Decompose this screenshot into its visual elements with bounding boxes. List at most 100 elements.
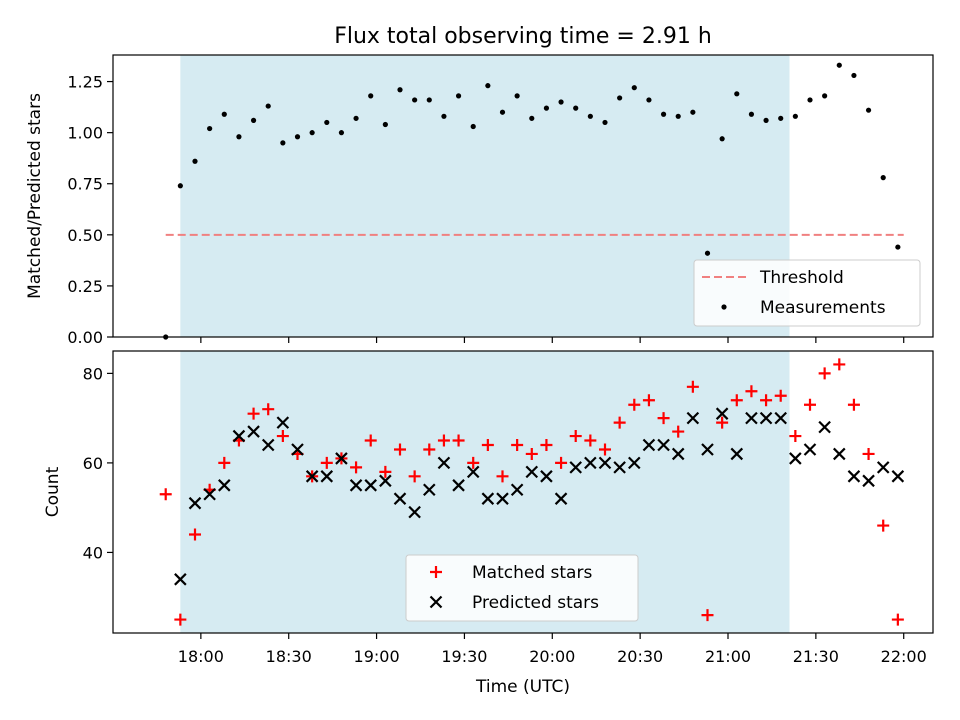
predicted-star-point — [276, 416, 290, 429]
predicted-star-point — [261, 438, 275, 452]
predicted-star-point — [247, 425, 260, 438]
measurement-point — [177, 183, 183, 189]
measurement-point — [338, 130, 345, 136]
measurement-point — [865, 107, 872, 113]
predicted-star-point — [188, 496, 202, 510]
legend-predicted-handle — [429, 595, 443, 609]
legend-measurement-handle — [721, 304, 727, 310]
matched-star-point — [394, 443, 406, 456]
x-tick-label: 19:00 — [354, 647, 400, 666]
panel-counts: 40 60 80 18:00 18:30 19:00 19:30 20:00 20:30 21:0… — [83, 350, 934, 666]
predicted-star-point — [232, 429, 246, 443]
chart-title: Flux total observing time = 2.91 h — [334, 24, 712, 49]
series-measurements — [163, 62, 901, 340]
y-tick-label: 0.25 — [67, 277, 103, 296]
measurement-point — [265, 103, 271, 109]
matched-star-point — [613, 416, 626, 429]
measurement-point — [514, 93, 520, 99]
measurement-point — [499, 109, 506, 115]
matched-star-point — [686, 380, 699, 393]
measurement-point — [558, 99, 564, 105]
predicted-star-point — [686, 411, 700, 425]
matched-star-point — [804, 398, 816, 411]
measurement-point — [294, 134, 301, 140]
y-tick-label: 0.50 — [67, 226, 103, 245]
x-tick-label: 21:00 — [705, 647, 751, 666]
y-tick-label: 0.75 — [67, 175, 103, 194]
predicted-star-point — [715, 407, 729, 420]
matched-star-point — [569, 430, 582, 443]
predicted-star-point — [671, 447, 685, 461]
matched-star-point — [745, 385, 758, 398]
measurement-point — [822, 93, 828, 99]
x-tick-label: 20:00 — [529, 647, 575, 666]
matched-star-point — [847, 398, 860, 411]
measurement-point — [836, 62, 842, 68]
measurement-point — [280, 140, 286, 146]
predicted-star-point — [613, 461, 626, 474]
predicted-star-point — [774, 411, 787, 425]
measurement-point — [353, 115, 359, 121]
x-tick-label: 21:30 — [793, 647, 839, 666]
measurement-point — [763, 117, 769, 123]
measurement-point — [792, 113, 798, 119]
matched-star-point — [276, 430, 289, 443]
measurement-point — [880, 175, 886, 181]
predicted-star-point — [745, 411, 758, 425]
measurement-point — [324, 119, 330, 126]
matched-star-point — [467, 456, 480, 469]
measurement-point — [573, 105, 579, 111]
measurement-point — [631, 85, 637, 91]
measurement-point — [368, 93, 374, 99]
predicted-star-point — [657, 438, 670, 452]
matched-star-point — [862, 447, 875, 460]
y-tick-label: 1.25 — [67, 73, 103, 92]
measurement-point — [719, 136, 725, 142]
measurement-point — [192, 158, 198, 164]
x-axis-label: Time (UTC) — [475, 677, 570, 697]
predicted-star-point — [218, 479, 231, 492]
predicted-star-point — [203, 487, 216, 501]
predicted-star-point — [876, 461, 890, 474]
predicted-star-point — [730, 447, 744, 461]
y-tick-label: 1.00 — [67, 124, 103, 143]
y-tick-label: 0.00 — [67, 328, 103, 347]
measurement-point — [543, 105, 550, 111]
measurement-point — [734, 91, 740, 97]
matched-star-point — [452, 434, 465, 447]
measurement-point — [660, 111, 667, 117]
matched-star-point — [628, 398, 641, 411]
measurement-point — [778, 115, 784, 121]
predicted-star-point — [789, 452, 802, 465]
measurement-point — [236, 134, 242, 140]
matched-star-point — [730, 394, 743, 407]
predicted-star-point — [701, 443, 714, 456]
measurement-point — [602, 119, 608, 126]
matched-star-point — [877, 519, 890, 532]
measurement-point — [617, 95, 623, 101]
matched-star-point — [540, 439, 553, 451]
legend-label: Threshold — [759, 268, 844, 288]
matched-star-point — [218, 456, 231, 469]
legend-label: Matched stars — [472, 563, 592, 583]
predicted-star-point — [452, 479, 465, 492]
x-tick-label: 18:30 — [266, 647, 312, 666]
matched-star-point — [174, 613, 187, 626]
x-tick-label: 19:30 — [441, 647, 487, 666]
measurement-point — [412, 97, 418, 103]
predicted-star-point — [423, 483, 436, 497]
x-tick-label: 20:30 — [617, 647, 663, 666]
predicted-star-point — [759, 411, 773, 425]
matched-star-point — [891, 613, 904, 626]
measurement-point — [675, 113, 681, 119]
predicted-star-point — [584, 456, 597, 470]
predicted-star-point — [379, 474, 392, 488]
matched-star-point — [423, 443, 436, 456]
measurement-point — [382, 121, 388, 128]
measurement-point — [441, 113, 447, 119]
matched-star-point — [350, 461, 363, 474]
axes-frame — [112, 350, 934, 634]
measurement-point — [250, 117, 257, 123]
matched-star-point — [379, 465, 392, 478]
